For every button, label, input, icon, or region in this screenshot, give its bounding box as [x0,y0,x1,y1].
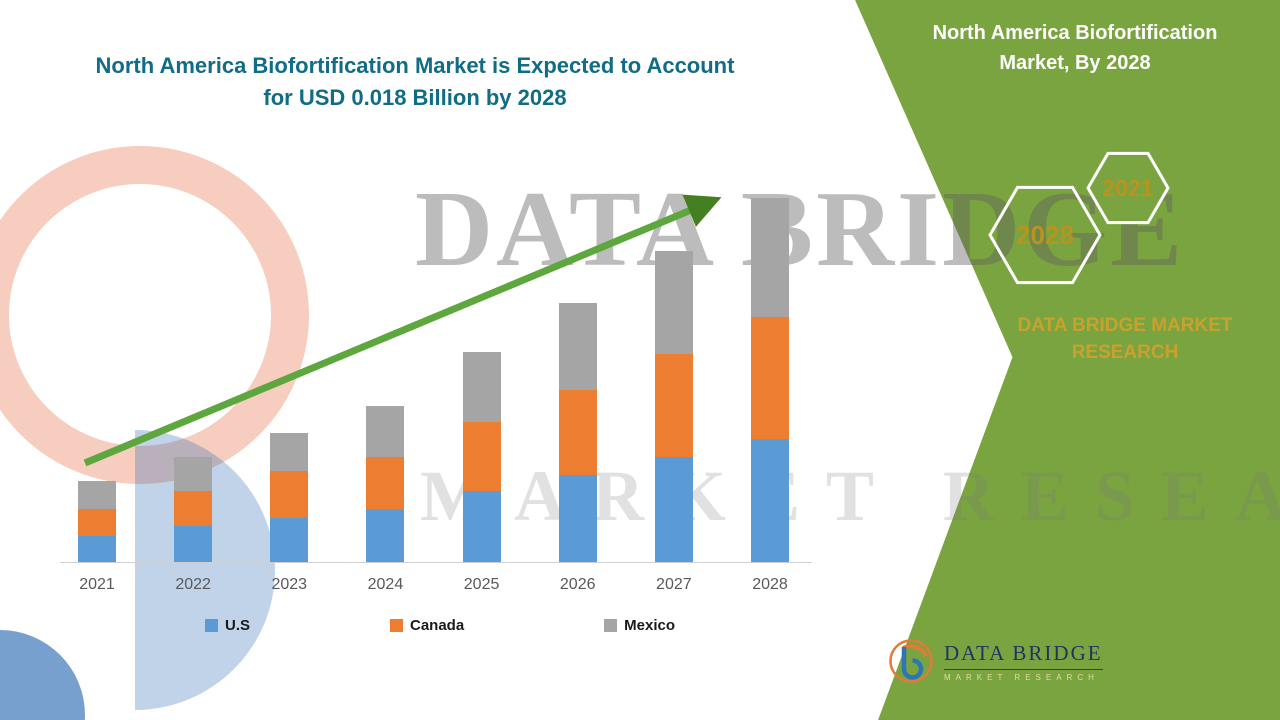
legend-label: Mexico [624,617,675,634]
chart-title-line1: North America Biofortification Market is… [95,53,735,78]
legend-item-mexico: Mexico [604,617,675,634]
stacked-bar-2021 [78,481,116,562]
bar-segment-canada [462,422,501,492]
bar-segment-u-s [78,535,116,562]
stacked-bar-2025 [462,351,501,562]
x-axis-label-2023: 2023 [271,576,308,593]
legend-swatch [389,619,403,632]
bar-segment-canada [270,471,309,518]
stacked-bar-2028 [751,198,789,562]
databridge-logo-mark [889,639,933,683]
bar-segment-canada [366,456,405,510]
x-axis-label-2022: 2022 [175,576,211,593]
bar-segment-mexico [366,406,405,457]
bar-segment-u-s [558,475,597,562]
logo-ring [889,639,933,683]
bar-segment-mexico [462,351,501,423]
bar-segment-canada [174,491,213,526]
legend-label: Canada [409,617,465,634]
bar-segment-u-s [366,509,405,562]
databridge-logo: DATA BRIDGE MARKET RESEARCH [888,638,1103,684]
legend-label: U.S [225,617,251,634]
hexagon-2028 [988,185,1102,285]
chart-title: North America Biofortification Market is… [75,50,755,114]
legend-swatch [205,619,218,632]
bar-segment-u-s [751,438,789,562]
bar-segment-mexico [270,432,309,471]
hexagon-2021 [1086,151,1170,225]
brand-text: DATA BRIDGE MARKET RESEARCH [1017,315,1233,363]
stacked-bar-2022 [174,456,213,562]
legend: U.S Canada Mexico [205,617,675,634]
databridge-logo-subtitle: MARKET RESEARCH [944,672,1099,682]
stacked-bar-2024 [366,406,405,562]
x-axis-label-2024: 2024 [367,576,404,593]
side-panel-heading: North America Biofortification Market, B… [932,22,1218,74]
databridge-logo-name: DATA BRIDGE [944,641,1103,670]
x-axis-label-2021: 2021 [79,576,115,593]
bar-segment-mexico [751,198,789,318]
x-axis-line [60,562,812,563]
x-axis-label-2028: 2028 [752,576,788,593]
stacked-bar-2026 [558,303,597,562]
bar-segment-mexico [654,250,693,354]
bar-segment-mexico [174,456,213,492]
bar-segment-u-s [174,525,213,562]
logo-orange-swoosh [902,644,928,658]
chart-title-line2: for USD 0.018 Billion by 2028 [263,85,567,110]
plot-area [60,150,810,562]
watermark-logo-corner-disc [0,630,85,720]
stacked-bar-2023 [270,432,309,562]
x-axis-label-2027: 2027 [656,576,692,593]
x-axis-labels: 2021 2022 2023 2024 2025 2026 2027 2028 [60,576,810,598]
bar-segment-mexico [558,303,597,391]
legend-swatch [604,619,618,632]
databridge-logo-text: DATA BRIDGE MARKET RESEARCH [944,641,1103,682]
hexagon-2021-label: 2021 [1102,175,1153,201]
x-axis-label-2025: 2025 [463,576,500,593]
bar-segment-canada [751,317,789,439]
year-hexagons: 2028 2021 [988,151,1170,285]
logo-blue-b [901,647,924,680]
bar-segment-u-s [462,491,501,562]
bar-segment-u-s [654,456,693,562]
watermark-logo-blue-half-disc [135,430,275,710]
bar-segment-u-s [270,517,309,562]
bar-segment-canada [654,353,693,457]
x-axis-label-2026: 2026 [559,576,596,593]
bar-segment-canada [78,509,116,536]
legend-item-canada: Canada [389,617,465,634]
legend-item-u-s: U.S [205,617,250,634]
bar-segment-canada [558,390,597,475]
bar-segment-mexico [78,481,116,510]
stacked-bar-2027 [654,250,693,562]
hexagon-2028-label: 2028 [1016,220,1074,250]
